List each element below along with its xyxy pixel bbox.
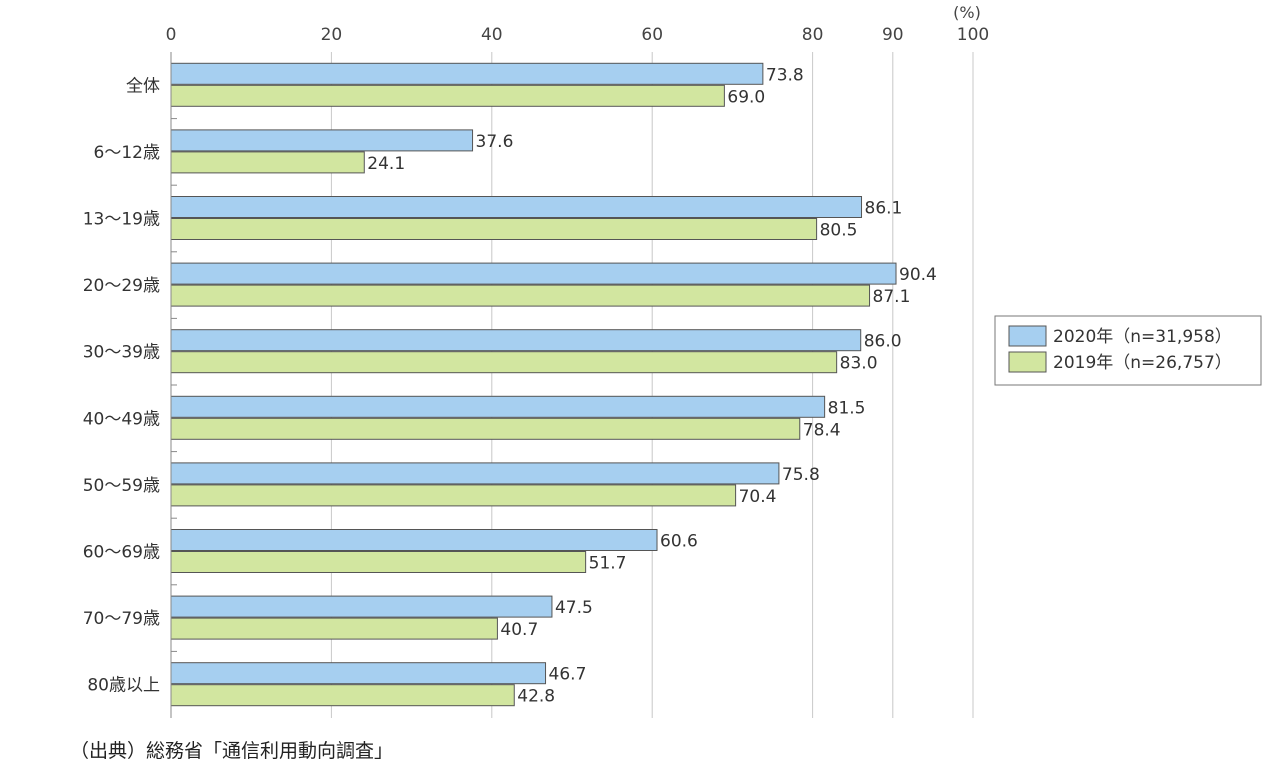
value-label: 24.1 [367,154,405,174]
value-label: 73.8 [766,65,804,85]
category-label: 全体 [126,76,160,96]
bar-2019 [170,551,587,573]
value-label: 86.0 [864,332,902,352]
bar-2020 [170,262,897,285]
bar-2020 [170,595,553,618]
bar-2020 [170,462,780,485]
legend: 2020年（n=31,958） 2019年（n=26,757） [994,315,1262,386]
value-label: 46.7 [549,665,587,685]
bar-2019 [170,484,737,507]
bar-2019 [170,284,871,307]
x-axis-ticks: 0 20 40 60 80 90 100 [166,25,990,45]
category-label: 13～19歳 [83,210,160,230]
bar-2020 [170,529,658,551]
value-label: 51.7 [589,554,627,574]
x-tick-label: 40 [481,25,503,45]
legend-swatch-2020 [1008,325,1047,347]
unit-label: (%) [953,3,981,22]
value-label: 42.8 [517,687,555,707]
bar-2019 [170,684,515,707]
legend-label-2019: 2019年（n=26,757） [1053,353,1232,373]
bar-2019 [170,351,838,374]
bar-2019 [170,84,725,107]
value-label: 70.4 [739,487,777,507]
legend-swatch-2019 [1008,351,1047,373]
bar-2019 [170,617,498,640]
category-label: 40～49歳 [83,409,160,429]
value-label: 78.4 [803,420,841,440]
x-tick-label: 90 [882,25,904,45]
value-label: 37.6 [476,132,514,152]
bar-2020 [170,662,547,685]
category-labels: 全体 6～12歳 13～19歳 20～29歳 30～39歳 40～49歳 50～59歳 60～… [83,76,177,696]
bar-2019 [170,151,365,174]
category-label: 30～39歳 [83,343,160,363]
value-label: 40.7 [500,620,538,640]
bar-2020 [170,196,863,218]
x-tick-label: 0 [166,25,177,45]
bar-2019 [170,218,818,240]
bar-2020 [170,62,764,85]
legend-label-2020: 2020年（n=31,958） [1053,327,1232,347]
value-label: 69.0 [727,87,765,107]
value-label: 87.1 [873,287,911,307]
category-label: 60～69歳 [83,543,160,563]
bar-2020 [170,329,862,352]
category-label: 6～12歳 [94,143,160,163]
value-label: 47.5 [555,598,593,618]
value-label: 60.6 [660,532,698,552]
value-label: 80.5 [820,221,858,241]
bars: 73.869.0 37.6 24.1 86.1 80.5 90.487.1 86.083.0… [170,62,937,707]
category-label: 70～79歳 [83,609,160,629]
value-label: 83.0 [840,354,878,374]
bar-2020 [170,395,826,418]
value-label: 81.5 [828,398,866,418]
value-label: 86.1 [865,199,903,219]
category-label: 50～59歳 [83,476,160,496]
value-label: 90.4 [899,265,937,285]
x-tick-label: 80 [802,25,824,45]
value-label: 75.8 [782,465,820,485]
category-label: 20～29歳 [83,276,160,296]
bar-2020 [170,129,474,152]
x-tick-label: 20 [321,25,343,45]
x-tick-label: 60 [641,25,663,45]
x-tick-label: 100 [957,25,989,45]
category-label: 80歳以上 [87,676,160,696]
bar-2019 [170,417,801,440]
source-note: （出典）総務省「通信利用動向調査」 [70,740,394,762]
